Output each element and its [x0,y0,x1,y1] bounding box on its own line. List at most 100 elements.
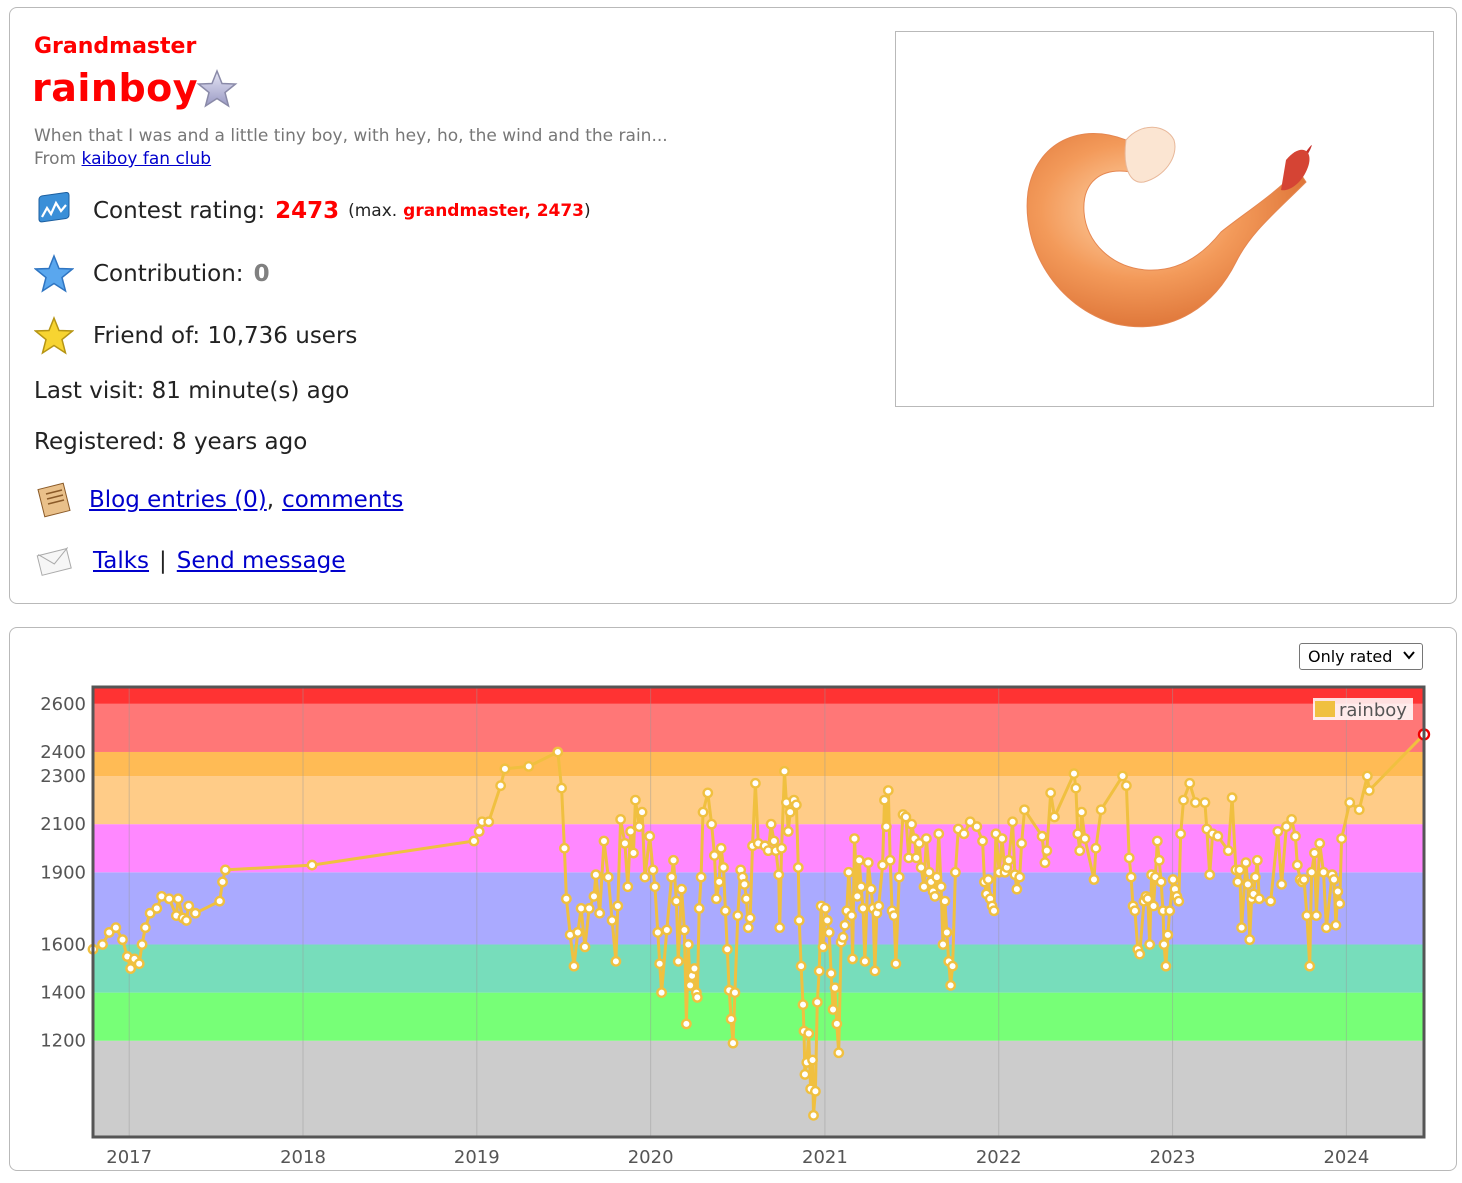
rating-point [1011,883,1023,895]
rating-point [656,987,667,999]
rating-point [483,816,495,828]
rating-point [910,852,922,864]
profile-card: Grandmaster rainboy When that I was and … [9,7,1457,604]
rating-point [1361,770,1373,782]
max-rating-close: ) [584,201,591,221]
talks-link[interactable]: Talks [93,548,150,574]
rating-point [1175,828,1187,840]
star-outline-icon[interactable] [196,68,238,110]
comments-link[interactable]: comments [282,487,404,513]
rating-point [1045,787,1057,799]
rating-point [612,900,624,912]
rating-point [136,939,148,950]
rating-point [913,838,925,849]
rating-point [1162,929,1174,941]
rating-point [862,857,874,869]
blog-entries-link[interactable]: Blog entries (0) [89,487,267,513]
rating-point [495,780,507,792]
rating-point [950,866,961,878]
rating-point [709,850,720,861]
rating-point [941,927,953,938]
contribution-label: Contribution: [93,261,244,287]
rating-point [695,871,707,883]
rating-band [93,751,1424,777]
rating-point [1236,922,1248,934]
rating-point [1190,797,1201,808]
rating-point [1036,830,1048,842]
rating-point [935,881,947,893]
rating-point [847,953,858,965]
rating-point [110,922,122,934]
plot-frame [91,685,1426,1139]
rating-point [715,842,727,854]
rating-point [523,761,535,772]
rating-point [559,842,570,854]
rating-point [823,927,835,938]
rating-point [1332,886,1344,897]
rating-graph-icon [38,191,70,223]
rating-point [1158,939,1170,950]
rating-point [720,905,731,917]
rating-point [839,919,851,931]
rating-point [1306,866,1318,878]
rating-band [93,687,1424,704]
rating-point [929,890,941,902]
registered: Registered: 8 years ago [34,429,308,455]
rating-point [606,915,618,926]
x-tick-label: 2020 [628,1147,674,1168]
rating-point [670,895,682,907]
rating-point [765,818,777,830]
rating-point [1173,895,1185,907]
rating-point [843,866,855,878]
rating-point [1074,845,1086,857]
rating-point [750,777,761,789]
rating-point [189,907,201,919]
rating-point [117,934,128,946]
rating-point [572,927,584,938]
rating-point [869,965,881,977]
rating-point [825,967,837,979]
rating-point [693,902,705,914]
chevron-down-icon [1403,651,1415,660]
rating-point [855,881,867,893]
rating-point [1242,878,1254,890]
rating-point [846,910,857,922]
x-tick-label: 2022 [976,1147,1022,1168]
rating-point [1310,910,1322,922]
rating-point [729,987,741,999]
rating-point [774,922,786,934]
rating-point [933,828,945,840]
rating-point [821,915,833,926]
rating-point [882,785,894,796]
send-message-link[interactable]: Send message [176,548,346,574]
rating-point [1232,876,1244,888]
rating-point [594,907,606,919]
organization-link[interactable]: kaiboy fan club [81,149,212,169]
rating-point [1123,852,1135,864]
rating-filter-select[interactable]: Only rated [1299,643,1423,670]
rating-point [725,1013,737,1025]
rating-point [125,963,137,974]
rating-point [1290,830,1301,842]
rating-point [873,900,885,912]
rating-point [1272,825,1284,837]
rating-point [697,806,709,818]
rating-point [691,992,703,1003]
rating-point [628,847,639,859]
rating-point [1240,857,1252,869]
rating-point [706,818,717,830]
rating-point [219,864,231,876]
rating-point [1318,866,1329,878]
rating-point [790,799,802,811]
x-tick-label: 2021 [802,1147,848,1168]
rating-point [890,958,902,970]
rating-point [552,746,564,758]
blue-star-icon [34,254,74,293]
rating-point [1117,770,1128,782]
rating-band [93,872,1424,945]
rating-point [217,876,228,888]
rating-point [988,905,1000,917]
rating-point [1151,835,1163,847]
last-visit: Last visit: 81 minute(s) ago [34,378,350,404]
x-tick-label: 2024 [1323,1147,1369,1168]
